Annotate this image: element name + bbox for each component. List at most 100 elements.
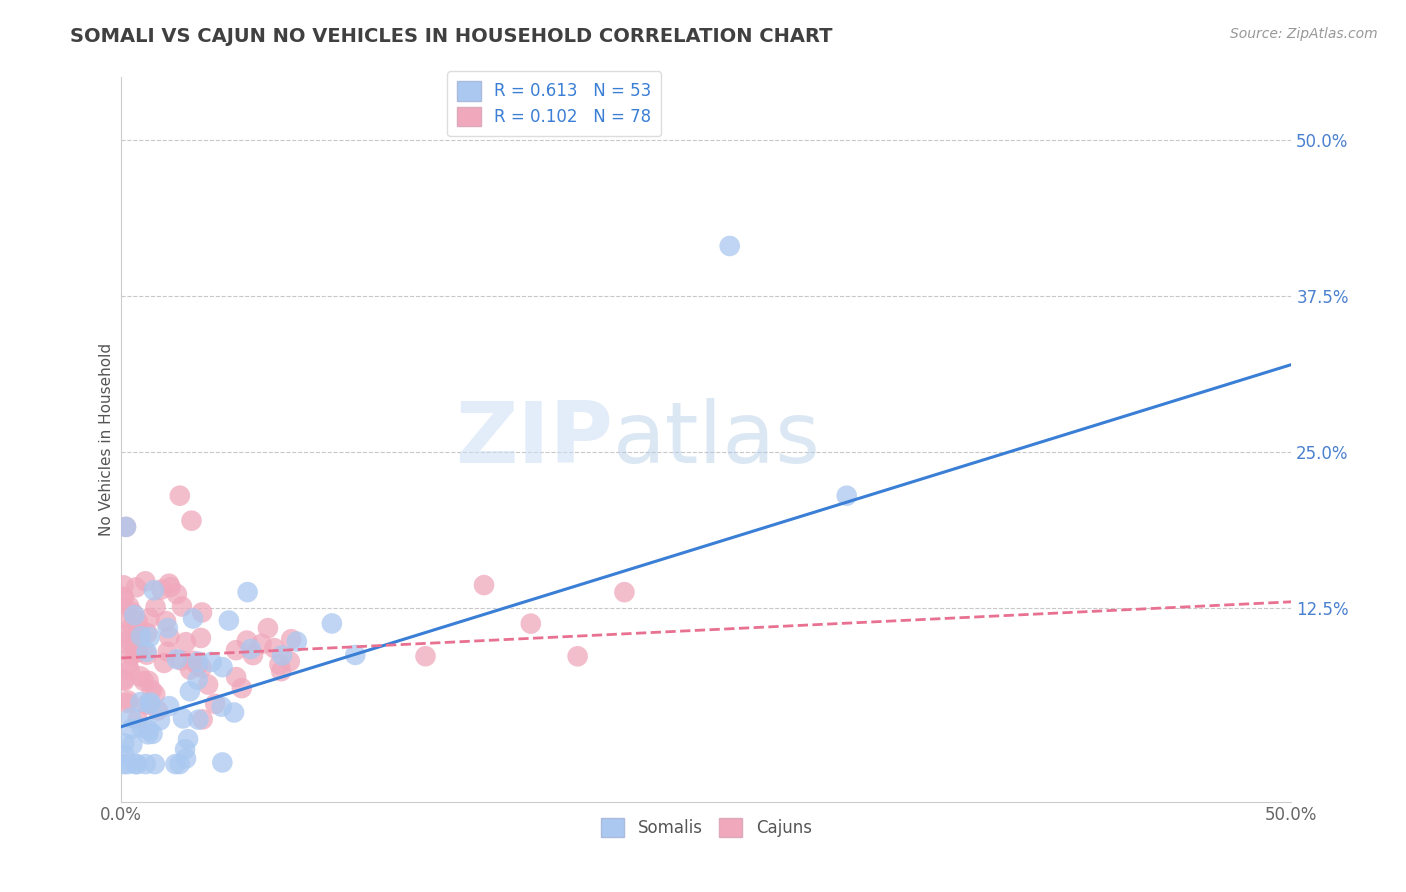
Point	[157, 630, 180, 644]
Text: ZIP: ZIP	[456, 398, 613, 481]
Point	[146, 703, 169, 717]
Point	[187, 658, 209, 673]
Text: Source: ZipAtlas.com: Source: ZipAtlas.com	[1230, 27, 1378, 41]
Point	[141, 682, 163, 697]
Point	[231, 681, 253, 695]
Point	[112, 736, 135, 750]
Point	[285, 634, 308, 648]
Point	[120, 710, 142, 724]
Point	[117, 657, 139, 672]
Point	[250, 637, 273, 651]
Point	[117, 633, 139, 648]
Point	[242, 648, 264, 662]
Point	[718, 239, 741, 253]
Point	[135, 757, 157, 772]
Point	[118, 663, 141, 677]
Point	[197, 677, 219, 691]
Point	[191, 606, 214, 620]
Point	[172, 711, 194, 725]
Point	[143, 687, 166, 701]
Point	[136, 727, 159, 741]
Point	[263, 641, 285, 656]
Point	[236, 633, 259, 648]
Point	[225, 670, 247, 684]
Legend: Somalis, Cajuns: Somalis, Cajuns	[595, 812, 818, 844]
Point	[121, 738, 143, 752]
Point	[278, 655, 301, 669]
Point	[125, 645, 148, 659]
Point	[115, 520, 138, 534]
Point	[129, 626, 152, 640]
Point	[169, 489, 191, 503]
Point	[222, 706, 245, 720]
Point	[271, 648, 294, 663]
Text: atlas: atlas	[613, 398, 821, 481]
Point	[835, 489, 858, 503]
Point	[127, 713, 149, 727]
Point	[112, 578, 135, 592]
Point	[136, 626, 159, 640]
Point	[124, 608, 146, 623]
Point	[257, 621, 280, 635]
Point	[191, 661, 214, 675]
Point	[183, 654, 205, 668]
Point	[139, 698, 162, 712]
Point	[201, 655, 224, 669]
Point	[239, 642, 262, 657]
Point	[112, 673, 135, 688]
Point	[112, 628, 135, 642]
Point	[166, 587, 188, 601]
Point	[150, 582, 173, 597]
Point	[138, 611, 160, 625]
Point	[125, 629, 148, 643]
Point	[174, 635, 197, 649]
Point	[112, 591, 135, 605]
Point	[180, 514, 202, 528]
Point	[127, 757, 149, 772]
Point	[280, 632, 302, 647]
Point	[129, 629, 152, 643]
Point	[613, 585, 636, 599]
Point	[135, 648, 157, 662]
Point	[129, 695, 152, 709]
Point	[127, 615, 149, 629]
Point	[125, 581, 148, 595]
Point	[179, 663, 201, 677]
Point	[166, 652, 188, 666]
Point	[169, 757, 191, 772]
Point	[120, 722, 142, 736]
Point	[190, 631, 212, 645]
Point	[179, 684, 201, 698]
Point	[159, 580, 181, 594]
Point	[472, 578, 495, 592]
Point	[143, 757, 166, 772]
Point	[321, 616, 343, 631]
Point	[177, 732, 200, 747]
Point	[135, 645, 157, 659]
Point	[138, 723, 160, 738]
Point	[181, 611, 204, 625]
Text: SOMALI VS CAJUN NO VEHICLES IN HOUSEHOLD CORRELATION CHART: SOMALI VS CAJUN NO VEHICLES IN HOUSEHOLD…	[70, 27, 832, 45]
Point	[142, 583, 165, 598]
Point	[520, 616, 543, 631]
Point	[155, 614, 177, 628]
Point	[135, 698, 157, 712]
Point	[211, 756, 233, 770]
Point	[112, 673, 135, 687]
Point	[415, 649, 437, 664]
Point	[165, 757, 187, 772]
Point	[115, 637, 138, 651]
Point	[112, 757, 135, 772]
Point	[270, 664, 292, 678]
Point	[157, 576, 180, 591]
Point	[204, 697, 226, 711]
Point	[170, 599, 193, 614]
Point	[114, 748, 136, 763]
Point	[118, 599, 141, 614]
Point	[112, 590, 135, 604]
Point	[567, 649, 589, 664]
Point	[174, 751, 197, 765]
Point	[121, 619, 143, 633]
Point	[131, 721, 153, 735]
Point	[187, 655, 209, 669]
